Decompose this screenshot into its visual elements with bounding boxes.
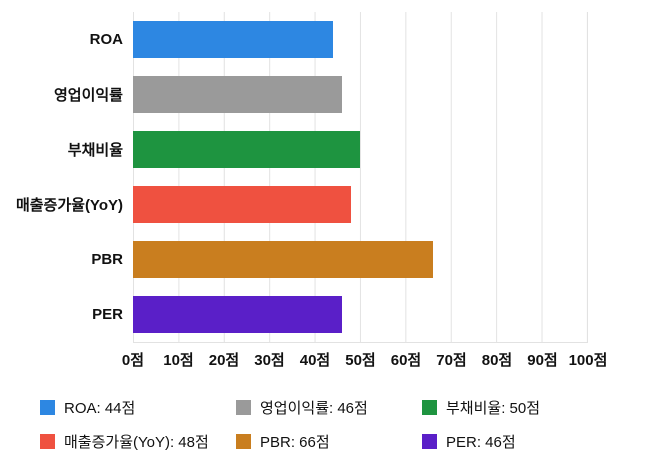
legend-swatch <box>236 434 251 449</box>
bar-row <box>133 232 587 287</box>
x-tick-label: 50점 <box>345 352 376 369</box>
legend-label: 매출증가율(YoY): 48점 <box>64 434 209 450</box>
x-tick-label: 80점 <box>481 352 513 369</box>
legend-label: ROA: 44점 <box>64 400 136 417</box>
legend-swatch <box>236 400 251 415</box>
legend-item: 매출증가율(YoY): 48점 <box>40 431 236 450</box>
x-tick-label: 90점 <box>527 352 558 369</box>
legend-swatch <box>40 400 55 415</box>
legend-label: 부채비율: 50점 <box>446 400 541 417</box>
x-tick-label: 0점 <box>121 352 145 369</box>
x-tick-label: 40점 <box>299 352 331 369</box>
legend-label: PBR: 66점 <box>260 434 330 450</box>
bar <box>133 131 360 168</box>
x-tick-label: 30점 <box>254 352 285 369</box>
legend-swatch <box>422 400 437 415</box>
legend-item: 부채비율: 50점 <box>422 397 588 418</box>
bar <box>133 296 342 333</box>
bar <box>133 76 342 113</box>
category-label: 영업이익률 <box>53 87 123 104</box>
x-tick-label: 70점 <box>436 352 467 369</box>
bar-row <box>133 12 587 67</box>
x-tick-label: 100점 <box>568 352 608 369</box>
x-tick-label: 60점 <box>390 352 422 369</box>
plot-track <box>133 12 588 343</box>
category-label: ROA <box>89 31 123 48</box>
bar <box>133 21 333 58</box>
legend-item: ROA: 44점 <box>40 397 236 418</box>
legend-label: 영업이익률: 46점 <box>260 400 368 417</box>
category-label: 부채비율 <box>67 142 123 159</box>
bar <box>133 241 433 278</box>
bar-row <box>133 287 587 342</box>
x-axis-ticks: 0점 10점 20점 30점 40점 50점 60점 70점 80점 90점 100점 <box>122 349 607 375</box>
legend-swatch <box>422 434 437 449</box>
category-label: PER <box>92 306 123 323</box>
bar-row <box>133 122 587 177</box>
x-tick-label: 20점 <box>208 352 240 369</box>
legend-item: PBR: 66점 <box>236 431 422 450</box>
category-label: PBR <box>91 251 123 268</box>
legend-item: 영업이익률: 46점 <box>236 397 422 418</box>
x-tick-label: 10점 <box>163 352 194 369</box>
legend-label: PER: 46점 <box>446 434 516 450</box>
bar-row <box>133 177 587 232</box>
category-label: 매출증가율(YoY) <box>15 197 123 214</box>
legend-item: PER: 46점 <box>422 431 588 450</box>
bar <box>133 186 351 223</box>
legend-swatch <box>40 434 55 449</box>
bar-row <box>133 67 587 122</box>
